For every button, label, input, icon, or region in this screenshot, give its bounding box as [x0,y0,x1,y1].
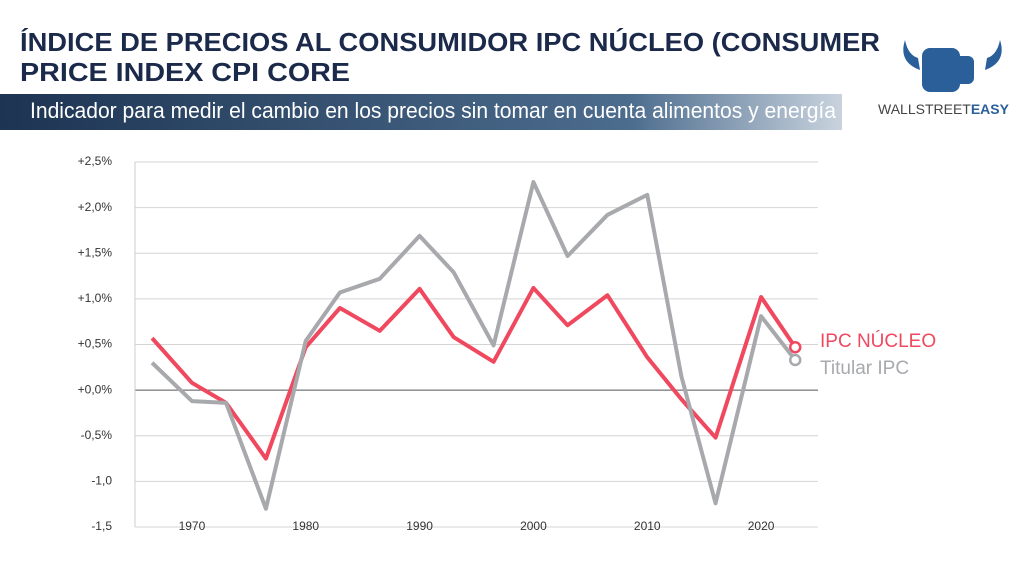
x-tick-label: 1990 [406,519,433,533]
y-tick-label: +2,0% [78,200,113,214]
x-tick-label: 1970 [179,519,206,533]
x-tick-label: 1980 [292,519,319,533]
title: ÍNDICE DE PRECIOS AL CONSUMIDOR IPC NÚCL… [20,27,880,57]
y-tick-label: +0,5% [78,337,113,351]
x-tick-label: 2020 [748,519,775,533]
legend-label: Titular IPC [820,358,909,379]
logo-text: WALLSTREETEASY [878,101,1010,117]
end-marker [788,353,802,367]
title: PRICE INDEX CPI CORE [20,57,350,87]
end-marker [788,340,802,354]
legend-label: IPC NÚCLEO [820,330,936,352]
line [150,285,797,461]
y-tick-label: +0,0% [78,382,113,396]
logo-part: WALLSTREET [878,101,971,117]
y-tick-label: +2,5% [78,154,113,168]
subtitle: Indicador para medir el cambio en los pr… [30,98,837,123]
logo-icon [903,40,1002,92]
line [150,180,797,511]
subtitle-bar [0,94,842,130]
x-tick-label: 2000 [520,519,547,533]
logo-part: EASY [971,101,1010,117]
y-tick-label: -1,5 [91,519,112,533]
y-tick-label: +1,0% [78,291,113,305]
y-tick-label: +1,5% [78,245,113,259]
y-tick-label: -0,5% [81,428,113,442]
y-tick-label: -1,0 [91,474,112,488]
plot: -1,5 -1,0 -0,5% +0,0% +0,5% +1,0% +1,5% +2,0% +2… [78,154,937,533]
x-tick-label: 2010 [634,519,661,533]
